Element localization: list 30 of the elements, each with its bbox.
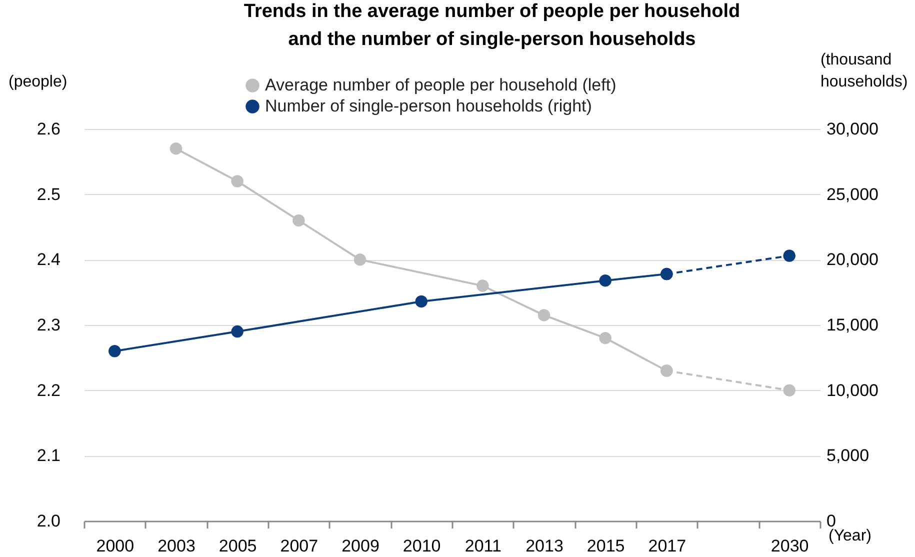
x-tick-label: 2011 bbox=[464, 536, 502, 556]
x-tick-label: 2003 bbox=[158, 536, 196, 556]
x-tick-label: 2030 bbox=[770, 536, 809, 556]
y2-tick-label: 25,000 bbox=[826, 184, 878, 204]
x-tick-label: 2017 bbox=[648, 536, 686, 556]
x-tick-label: 2015 bbox=[586, 536, 625, 556]
y2-tick-label: 15,000 bbox=[826, 316, 878, 334]
y-tick-label: 2.6 bbox=[36, 120, 60, 138]
x-axis-title: (Year) bbox=[828, 528, 872, 544]
x-tick-label: 2005 bbox=[218, 536, 257, 556]
y2-axis-title: (thousand households) bbox=[820, 52, 908, 90]
y-tick-label: 2.2 bbox=[36, 380, 60, 400]
legend-label: Number of single-person households (right) bbox=[265, 96, 592, 116]
y2-tick-label: 10,000 bbox=[826, 380, 878, 400]
y2-tick-label: 5,000 bbox=[826, 446, 870, 466]
y-axis-title: (people) bbox=[8, 74, 68, 90]
x-tick-label: 2010 bbox=[402, 536, 441, 556]
y-tick-label: 2.0 bbox=[36, 512, 60, 530]
y-tick-label: 2.1 bbox=[36, 446, 60, 466]
legend-label: Average number of people per household (left) bbox=[265, 76, 616, 94]
y-tick-label: 2.4 bbox=[36, 250, 60, 270]
x-tick-label: 2009 bbox=[342, 536, 380, 556]
y-tick-label: 2.3 bbox=[36, 316, 60, 334]
chart-title: Trends in the average number of people per household and the number of single-person households bbox=[244, 1, 740, 50]
x-tick-label: 2013 bbox=[526, 536, 564, 556]
y-tick-label: 2.5 bbox=[36, 184, 60, 204]
x-tick-label: 2007 bbox=[280, 536, 318, 556]
x-tick-label: 2000 bbox=[96, 536, 134, 556]
y2-tick-label: 30,000 bbox=[826, 120, 878, 138]
y2-tick-label: 20,000 bbox=[826, 250, 878, 270]
